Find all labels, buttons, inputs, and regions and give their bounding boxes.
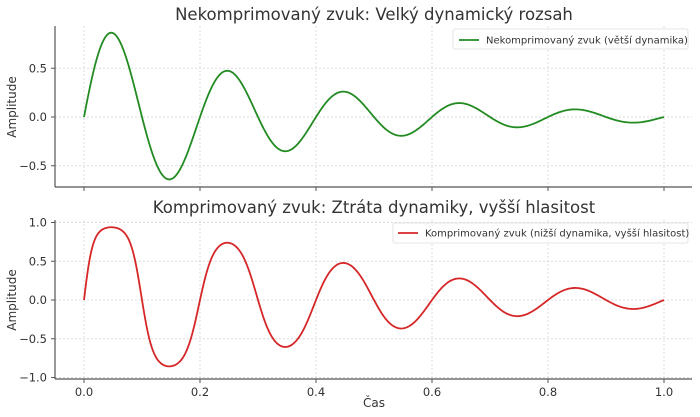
- top-legend: Nekomprimovaný zvuk (větší dynamika): [452, 28, 689, 50]
- bottom-legend: Komprimovaný zvuk (nižší dynamika, vyšší…: [392, 222, 689, 244]
- y-tick-label: 0.5: [29, 254, 47, 268]
- top-ticks: −0.5 0.0 0.5: [19, 61, 665, 191]
- x-tick-label: 1.0: [655, 385, 673, 399]
- bottom-chart-title: Komprimovaný zvuk: Ztráta dynamiky, vyšš…: [153, 198, 596, 217]
- y-tick-label: 1.0: [29, 216, 47, 230]
- bottom-legend-label: Komprimovaný zvuk (nižší dynamika, vyšší…: [425, 228, 689, 240]
- bottom-ticks: 0.0 0.2 0.4 0.6 0.8 1.0 −1.0 −0.5 0.0 0.5 1.0: [19, 216, 673, 400]
- top-grid: [55, 26, 692, 187]
- x-tick-label: 0.8: [539, 385, 557, 399]
- y-tick-label: 0.0: [29, 110, 47, 124]
- top-chart-title: Nekomprimovaný zvuk: Velký dynamický roz…: [175, 5, 573, 24]
- y-tick-label: 0.5: [29, 61, 47, 75]
- x-tick-label: 0.4: [307, 385, 325, 399]
- y-tick-label: −0.5: [19, 332, 47, 346]
- x-tick-label: 0.6: [423, 385, 441, 399]
- bottom-chart: Komprimovaný zvuk: Ztráta dynamiky, vyšš…: [5, 198, 692, 410]
- top-legend-label: Nekomprimovaný zvuk (větší dynamika): [486, 35, 688, 47]
- bottom-y-label: Amplitude: [5, 269, 19, 331]
- x-tick-label: 0.0: [75, 385, 93, 399]
- bottom-grid: [55, 220, 692, 379]
- y-tick-label: −0.5: [19, 159, 47, 173]
- top-y-label: Amplitude: [5, 76, 19, 138]
- x-tick-label: 0.2: [191, 385, 209, 399]
- x-axis-label: Čas: [363, 395, 385, 410]
- bottom-series-line: [83, 226, 665, 368]
- top-series-line: [83, 31, 665, 181]
- y-tick-label: −1.0: [19, 371, 47, 385]
- top-chart: Nekomprimovaný zvuk: Velký dynamický roz…: [5, 5, 692, 191]
- y-tick-label: 0.0: [29, 293, 47, 307]
